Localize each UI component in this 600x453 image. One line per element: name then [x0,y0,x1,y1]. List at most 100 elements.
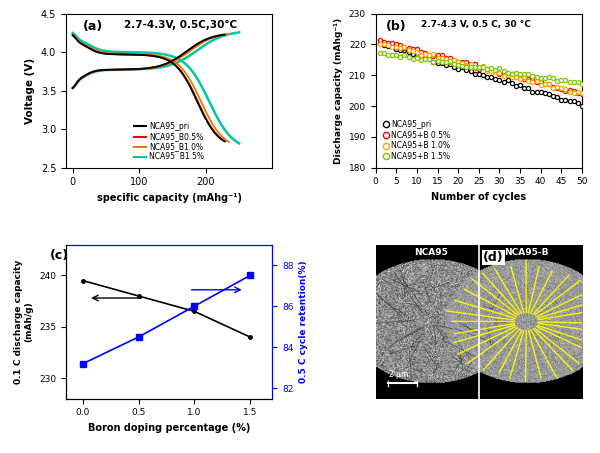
Point [424,51,434,58]
Point [536,81,545,88]
Point [412,45,422,53]
Point [474,64,484,71]
Point [421,49,430,56]
Point [408,47,418,54]
Point [491,68,500,75]
Point [540,80,550,87]
Text: 2.7-4.3 V, 0.5 C, 30 °C: 2.7-4.3 V, 0.5 C, 30 °C [421,20,531,29]
Point [524,85,533,92]
Point [474,71,484,78]
Point [520,70,529,77]
Point [520,74,529,81]
Point [532,78,541,85]
Point [553,84,562,91]
Point [577,90,587,97]
Point [544,73,554,81]
Point [433,51,442,58]
Point [470,70,479,77]
Point [482,73,492,81]
Point [391,40,401,47]
Text: (b): (b) [386,20,407,33]
Point [379,41,389,48]
Point [466,63,475,70]
Point [499,72,508,79]
Point [553,84,562,91]
Point [474,66,484,73]
Text: NCA95-B: NCA95-B [504,248,548,257]
Point [449,61,459,68]
Point [557,85,566,92]
Point [532,89,541,96]
Point [560,77,570,84]
Point [375,41,385,48]
Point [482,65,492,72]
Point [553,94,562,101]
Point [507,70,517,77]
Point [494,71,504,78]
Point [383,40,393,47]
Point [503,69,512,77]
Point [487,68,496,75]
Point [457,63,467,70]
Point [404,45,413,52]
Point [416,52,426,59]
Point [424,55,434,62]
Text: 2.7-4.3V, 0.5C,30°C: 2.7-4.3V, 0.5C,30°C [124,20,237,30]
Point [379,42,389,49]
Point [482,67,492,74]
Point [441,58,451,66]
Point [441,54,451,62]
Point [433,57,442,64]
Point [421,51,430,58]
Point [499,67,508,74]
Point [437,54,446,62]
Point [457,63,467,71]
Point [441,56,451,63]
Point [461,63,471,70]
Point [395,47,405,54]
Point [428,52,438,59]
Point [445,54,455,62]
Point [454,65,463,72]
Point [544,80,554,87]
Point [412,51,422,58]
Point [524,75,533,82]
Point [412,54,422,62]
Point [445,58,455,65]
Point [524,71,533,78]
Point [388,51,397,58]
Point [532,73,541,81]
Point [499,78,508,85]
Point [573,89,583,96]
Point [491,67,500,74]
Point [560,87,570,95]
Point [383,42,393,49]
Point [391,45,401,53]
Point [375,39,385,47]
Point [494,70,504,77]
Point [404,46,413,53]
Point [557,76,566,83]
Point [421,54,430,62]
Point [445,61,455,68]
Text: NCA95: NCA95 [415,248,448,257]
Point [416,57,426,64]
Point [573,88,583,96]
Point [437,59,446,67]
Point [565,87,574,94]
Point [478,64,488,71]
Point [383,42,393,49]
Point [416,48,426,55]
Point [400,51,409,58]
Point [524,77,533,85]
Point [507,80,517,87]
Point [491,67,500,74]
Point [388,39,397,47]
Point [503,71,512,78]
Point [466,67,475,75]
Point [424,55,434,63]
Point [391,43,401,51]
Point [400,44,409,52]
Point [404,48,413,55]
Point [515,70,525,77]
